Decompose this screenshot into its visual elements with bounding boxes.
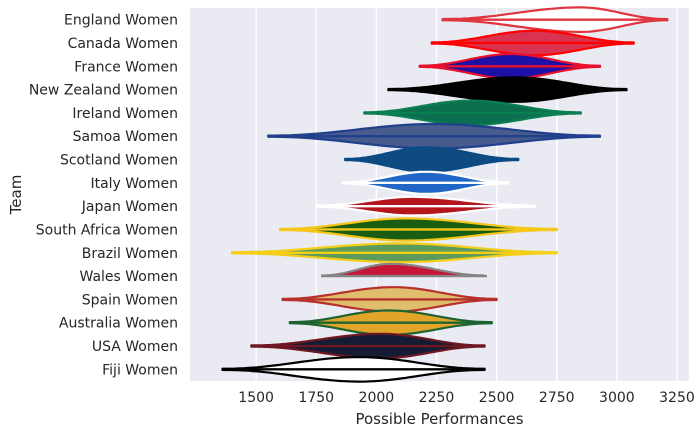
x-tick-label-2750: 2750: [539, 390, 575, 406]
y-tick-label-9: South Africa Women: [36, 222, 178, 238]
y-tick-label-11: Wales Women: [80, 269, 179, 285]
y-tick-label-6: Scotland Women: [60, 153, 178, 169]
x-tick-label-1500: 1500: [238, 390, 274, 406]
y-tick-label-12: Spain Women: [82, 292, 178, 308]
x-tick-label-3000: 3000: [599, 390, 635, 406]
violin-11: [321, 262, 485, 277]
y-tick-label-7: Italy Women: [90, 176, 178, 192]
x-tick-label-3250: 3250: [659, 390, 695, 406]
y-tick-label-14: USA Women: [92, 339, 178, 355]
y-tick-label-15: Fiji Women: [102, 362, 178, 378]
y-tick-label-3: New Zealand Women: [29, 83, 178, 99]
x-tick-label-1750: 1750: [298, 390, 334, 406]
x-tick-label-2250: 2250: [419, 390, 455, 406]
y-tick-label-0: England Women: [64, 13, 178, 29]
violins: [221, 6, 669, 383]
y-tick-label-13: Australia Women: [59, 316, 178, 332]
grid-lines: [255, 8, 678, 381]
y-tick-label-5: Samoa Women: [73, 129, 178, 145]
y-tick-label-8: Japan Women: [81, 199, 178, 215]
y-tick-label-4: Ireland Women: [72, 106, 178, 122]
x-tick-label-2500: 2500: [479, 390, 515, 406]
y-tick-label-10: Brazil Women: [82, 246, 178, 262]
y-axis-label: Team: [7, 175, 25, 216]
x-tick-labels: 1500 1750 2000 2250 2500 2750 3000 3250: [238, 390, 694, 406]
x-tick-label-2000: 2000: [359, 390, 395, 406]
y-tick-label-2: France Women: [74, 59, 178, 75]
y-tick-label-1: Canada Women: [68, 36, 178, 52]
x-axis-label: Possible Performances: [355, 410, 523, 428]
y-tick-labels: England Women Canada Women France Women New…: [29, 13, 178, 379]
